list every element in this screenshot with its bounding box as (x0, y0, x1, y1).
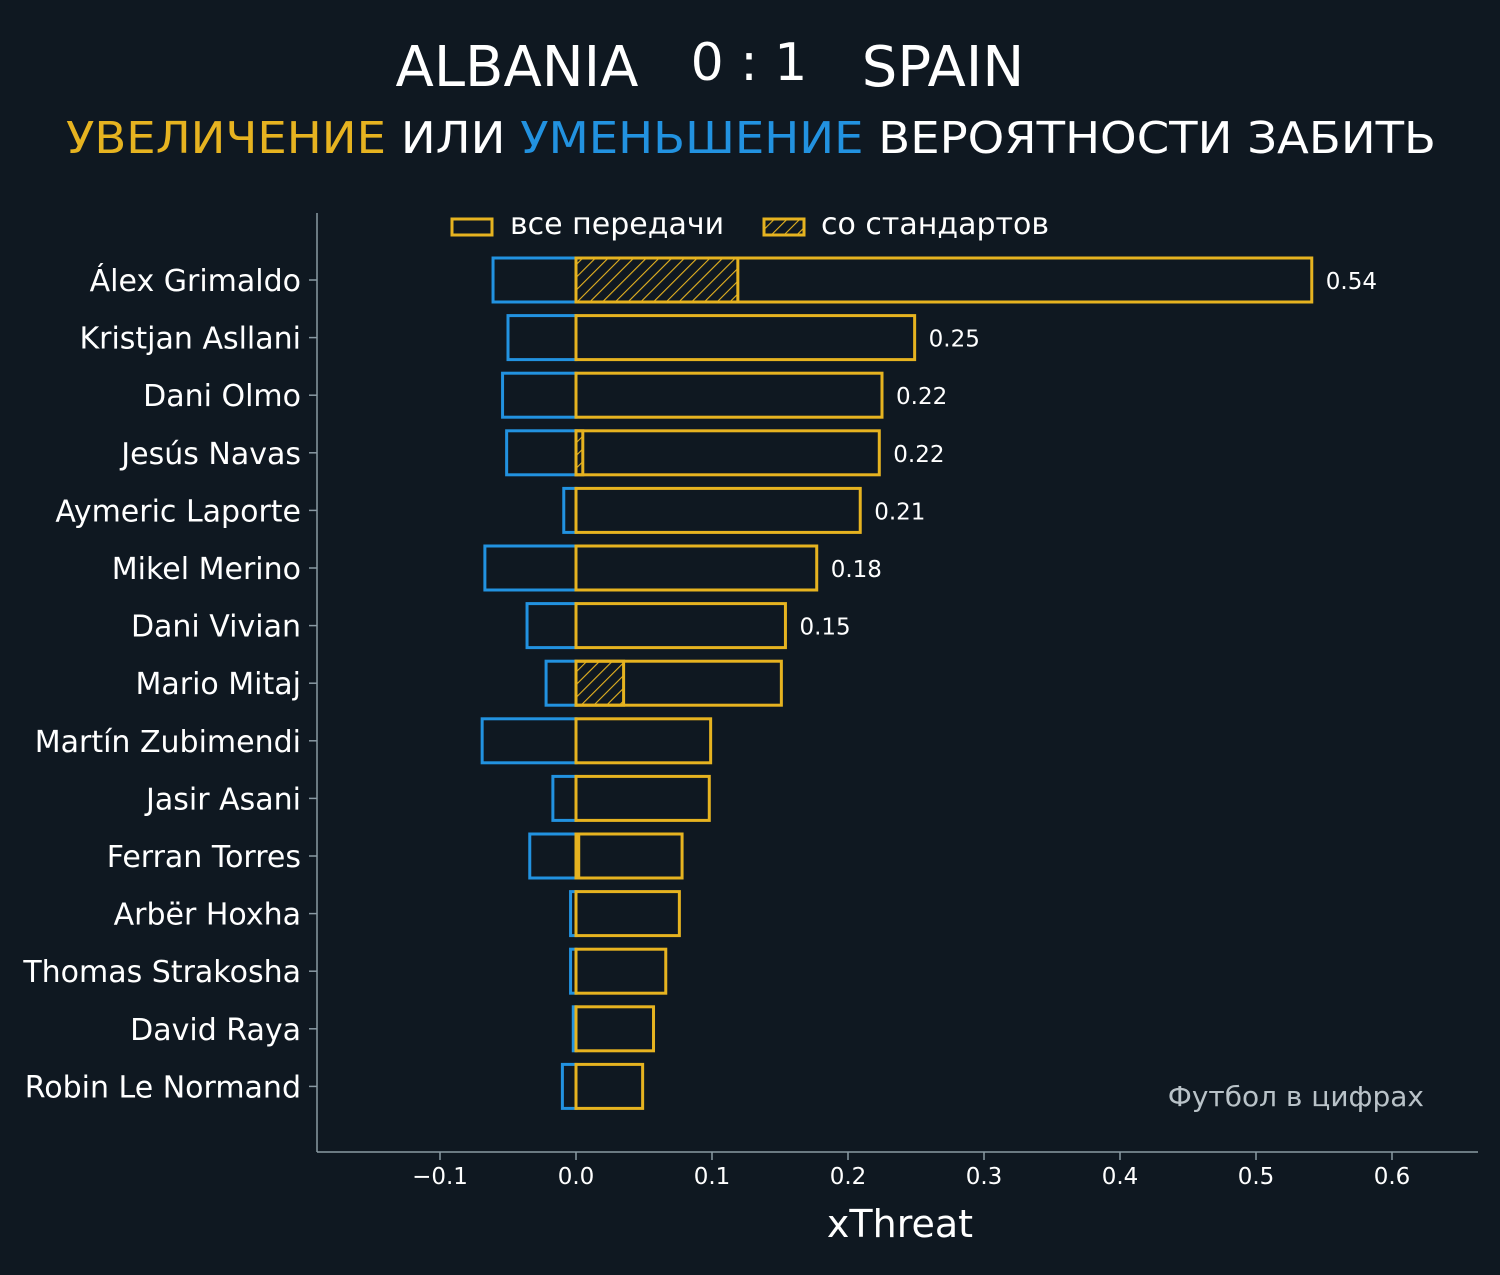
bar-value-label: 0.21 (874, 499, 925, 525)
player-label: David Raya (130, 1013, 301, 1048)
bar-set-pieces (574, 256, 740, 304)
bar-value-label: 0.25 (929, 327, 980, 353)
player-label: Martín Zubimendi (35, 725, 301, 760)
subtitle-increase: УВЕЛИЧЕНИЕ (66, 113, 386, 164)
x-ticks: −0.1 0.0 0.1 0.2 0.3 0.4 0.5 0.6 (412, 1152, 1410, 1190)
bar-decrease (551, 774, 578, 822)
x-tick-label: −0.1 (412, 1164, 468, 1190)
bar-increase (574, 832, 684, 880)
bar-increase (574, 717, 713, 765)
home-team-title: ALBANIA (396, 35, 639, 100)
bar-decrease (491, 256, 578, 304)
bar-increase (574, 659, 783, 707)
bar-increase (574, 1005, 656, 1053)
bar-decrease (501, 371, 578, 419)
y-tick-labels: Álex Grimaldo Kristjan Asllani Dani Olmo Je… (22, 263, 317, 1105)
bar-decrease (506, 314, 578, 362)
x-tick-label: 0.1 (694, 1164, 731, 1190)
bar-increase (574, 1062, 645, 1110)
x-tick-label: 0.4 (1102, 1164, 1139, 1190)
score-title: 0 : 1 (691, 33, 808, 93)
player-label: Kristjan Asllani (79, 322, 301, 357)
bar-decrease (505, 429, 578, 477)
bar-increase (574, 429, 881, 477)
player-label: Robin Le Normand (25, 1070, 301, 1105)
x-tick-label: 0.5 (1238, 1164, 1275, 1190)
away-team-title: SPAIN (862, 35, 1024, 100)
bar-decrease (562, 486, 578, 534)
bar-decrease (483, 544, 578, 592)
legend-set-pieces-swatch (762, 217, 806, 237)
x-tick-label: 0.0 (558, 1164, 595, 1190)
subtitle-rest: ВЕРОЯТНОСТИ ЗАБИТЬ (878, 113, 1436, 164)
x-tick-label: 0.6 (1374, 1164, 1411, 1190)
bar-increase (574, 602, 787, 650)
legend-all-passes-label: все передачи (510, 207, 724, 242)
bar-increase (574, 890, 681, 938)
bars-group: 0.54 0.25 0.22 0.22 0.21 0.18 0.15 (480, 256, 1377, 1110)
player-label: Álex Grimaldo (90, 263, 301, 299)
player-label: Ferran Torres (107, 840, 301, 875)
bar-value-label: 0.15 (799, 615, 850, 641)
player-label: Mario Mitaj (135, 667, 301, 702)
bar-value-label: 0.22 (893, 442, 944, 468)
legend: все передачи со стандартов (450, 207, 1049, 242)
bar-decrease (544, 659, 578, 707)
subtitle-or: ИЛИ (401, 113, 506, 164)
player-label: Aymeric Laporte (55, 494, 301, 529)
subtitle-decrease: УМЕНЬШЕНИЕ (520, 113, 863, 164)
bar-value-label: 0.22 (896, 384, 947, 410)
player-label: Mikel Merino (112, 552, 301, 587)
bar-decrease (528, 832, 578, 880)
subtitle: УВЕЛИЧЕНИЕ ИЛИ УМЕНЬШЕНИЕ ВЕРОЯТНОСТИ ЗА… (66, 113, 1436, 164)
bar-increase (574, 256, 1314, 304)
bar-increase (574, 486, 862, 534)
bar-increase (574, 544, 819, 592)
bar-decrease (560, 1062, 578, 1110)
x-tick-label: 0.3 (966, 1164, 1003, 1190)
x-axis-label: xThreat (827, 1202, 973, 1246)
x-tick-label: 0.2 (830, 1164, 867, 1190)
player-label: Jesús Navas (119, 437, 301, 472)
bar-increase (574, 371, 884, 419)
player-label: Thomas Strakosha (22, 955, 301, 990)
bar-decrease (525, 602, 578, 650)
legend-all-passes-swatch (450, 217, 494, 237)
bar-value-label: 0.54 (1326, 269, 1377, 295)
player-label: Arbër Hoxha (114, 898, 301, 933)
watermark: Футбол в цифрах (1168, 1080, 1424, 1113)
bar-value-label: 0.18 (831, 557, 882, 583)
legend-set-pieces-label: со стандартов (821, 207, 1049, 242)
bar-decrease (480, 717, 578, 765)
bar-increase (574, 774, 711, 822)
player-label: Jasir Asani (144, 782, 301, 817)
bar-set-pieces (574, 659, 626, 707)
player-label: Dani Vivian (131, 610, 301, 645)
bar-increase (574, 947, 668, 995)
player-label: Dani Olmo (143, 379, 301, 414)
bar-increase (574, 314, 917, 362)
